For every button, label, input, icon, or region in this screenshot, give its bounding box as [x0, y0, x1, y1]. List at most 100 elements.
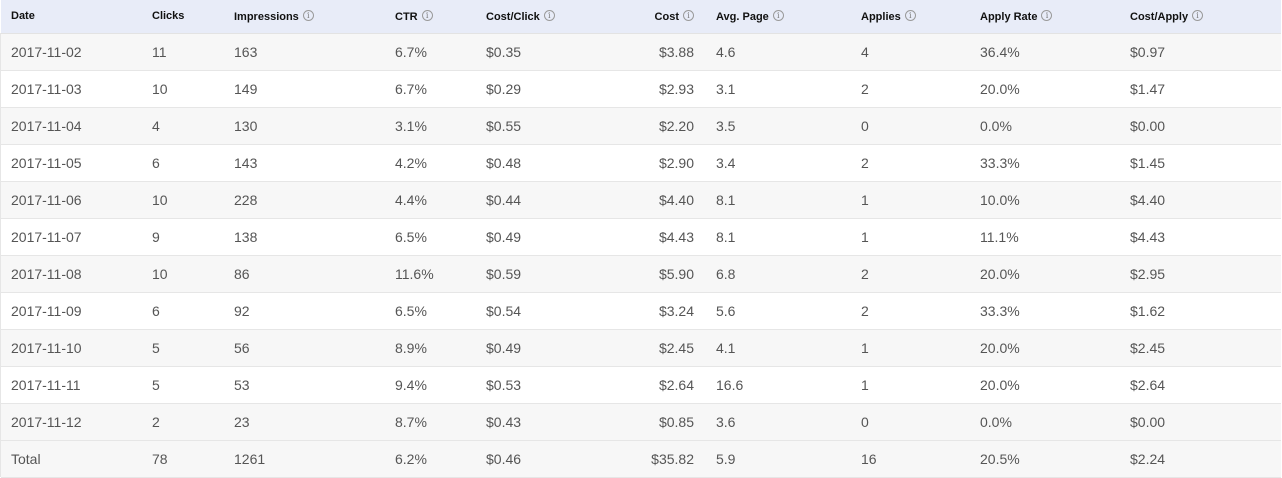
column-header-cost-per-apply[interactable]: Cost/Apply i — [1120, 0, 1281, 34]
column-header-label: Clicks — [152, 10, 185, 23]
table-row: 2017-11-07 9 138 6.5% $0.49 $4.43 8.1 1 11.1% $4.… — [1, 218, 1281, 256]
info-icon[interactable]: i — [1041, 9, 1053, 21]
cell-cost: $2.64 — [592, 366, 706, 404]
cell-applies: 0 — [851, 403, 970, 441]
cell-clicks: 6 — [142, 144, 224, 182]
table-row: 2017-11-12 2 23 8.7% $0.43 $0.85 3.6 0 0.0% $0.00 — [1, 403, 1281, 441]
info-icon[interactable]: i — [421, 9, 433, 21]
cell-date: 2017-11-08 — [1, 255, 142, 293]
cell-cost-per-apply: $2.24 — [1120, 440, 1281, 478]
column-header-label: CTR — [395, 10, 418, 23]
cell-ctr: 6.7% — [385, 70, 476, 108]
cell-cost: $5.90 — [592, 255, 706, 293]
column-header-label: Date — [11, 10, 35, 23]
column-header-label: Impressions — [234, 10, 299, 23]
column-header-clicks[interactable]: Clicks — [142, 0, 224, 34]
total-row: Total 78 1261 6.2% $0.46 $35.82 5.9 16 20.5% $2.2… — [1, 440, 1281, 478]
cell-apply-rate: 20.0% — [970, 70, 1120, 108]
cell-date: 2017-11-02 — [1, 33, 142, 71]
cell-apply-rate: 10.0% — [970, 181, 1120, 219]
cell-date: 2017-11-07 — [1, 218, 142, 256]
cell-avg-page: 4.1 — [706, 329, 851, 367]
cell-applies: 4 — [851, 33, 970, 71]
cell-applies: 1 — [851, 366, 970, 404]
info-icon[interactable]: i — [772, 9, 784, 21]
cell-avg-page: 3.5 — [706, 107, 851, 145]
cell-clicks: 5 — [142, 329, 224, 367]
cell-clicks: 10 — [142, 181, 224, 219]
info-icon[interactable]: i — [543, 9, 555, 21]
cell-cost: $35.82 — [592, 440, 706, 478]
column-header-avg-page[interactable]: Avg. Page i — [706, 0, 851, 34]
cell-impressions: 228 — [224, 181, 385, 219]
cell-ctr: 6.2% — [385, 440, 476, 478]
cell-cost-per-apply: $4.40 — [1120, 181, 1281, 219]
cell-avg-page: 5.6 — [706, 292, 851, 330]
column-header-label: Apply Rate — [980, 10, 1038, 23]
cell-clicks: 10 — [142, 70, 224, 108]
cell-cost: $2.45 — [592, 329, 706, 367]
info-icon[interactable]: i — [683, 9, 694, 21]
cell-impressions: 149 — [224, 70, 385, 108]
info-icon[interactable]: i — [302, 9, 314, 21]
column-header-impressions[interactable]: Impressions i — [224, 0, 385, 34]
cell-impressions: 130 — [224, 107, 385, 145]
column-header-label: Cost/Click — [486, 10, 540, 23]
cell-ctr: 8.9% — [385, 329, 476, 367]
cell-cost-per-click: $0.54 — [476, 292, 592, 330]
cell-ctr: 11.6% — [385, 255, 476, 293]
cell-ctr: 9.4% — [385, 366, 476, 404]
table-row: 2017-11-10 5 56 8.9% $0.49 $2.45 4.1 1 20.0% $2.4… — [1, 329, 1281, 367]
cell-date: Total — [1, 440, 142, 478]
cell-impressions: 23 — [224, 403, 385, 441]
cell-ctr: 4.4% — [385, 181, 476, 219]
cell-date: 2017-11-10 — [1, 329, 142, 367]
cell-cost-per-apply: $0.00 — [1120, 403, 1281, 441]
cell-impressions: 138 — [224, 218, 385, 256]
cell-avg-page: 5.9 — [706, 440, 851, 478]
cell-date: 2017-11-09 — [1, 292, 142, 330]
table-row: 2017-11-08 10 86 11.6% $0.59 $5.90 6.8 2 20.0% $2… — [1, 255, 1281, 293]
cell-apply-rate: 0.0% — [970, 403, 1120, 441]
info-icon[interactable]: i — [904, 9, 916, 21]
cell-apply-rate: 20.0% — [970, 366, 1120, 404]
column-header-ctr[interactable]: CTR i — [385, 0, 476, 34]
info-icon[interactable]: i — [1192, 9, 1204, 21]
column-header-applies[interactable]: Applies i — [851, 0, 970, 34]
cell-apply-rate: 20.0% — [970, 255, 1120, 293]
cell-cost-per-click: $0.43 — [476, 403, 592, 441]
table-row: 2017-11-04 4 130 3.1% $0.55 $2.20 3.5 0 0.0% $0.0… — [1, 107, 1281, 145]
cell-cost: $2.93 — [592, 70, 706, 108]
column-header-label: Cost/Apply — [1130, 10, 1189, 23]
table-row: 2017-11-05 6 143 4.2% $0.48 $2.90 3.4 2 33.3% $1.… — [1, 144, 1281, 182]
column-header-cost[interactable]: Cost i — [592, 0, 706, 34]
cell-apply-rate: 36.4% — [970, 33, 1120, 71]
cell-applies: 1 — [851, 329, 970, 367]
table-body: 2017-11-02 11 163 6.7% $0.35 $3.88 4.6 4 36.4% $0… — [1, 33, 1281, 478]
cell-apply-rate: 33.3% — [970, 144, 1120, 182]
cell-cost-per-apply: $4.43 — [1120, 218, 1281, 256]
column-header-apply-rate[interactable]: Apply Rate i — [970, 0, 1120, 34]
cell-applies: 2 — [851, 70, 970, 108]
column-header-label: Applies — [861, 10, 901, 23]
cell-cost-per-apply: $2.64 — [1120, 366, 1281, 404]
cell-cost: $4.43 — [592, 218, 706, 256]
cell-apply-rate: 0.0% — [970, 107, 1120, 145]
cell-clicks: 5 — [142, 366, 224, 404]
cell-impressions: 92 — [224, 292, 385, 330]
cell-date: 2017-11-03 — [1, 70, 142, 108]
cell-cost-per-apply: $1.47 — [1120, 70, 1281, 108]
cell-clicks: 4 — [142, 107, 224, 145]
cell-impressions: 53 — [224, 366, 385, 404]
cell-cost-per-apply: $0.97 — [1120, 33, 1281, 71]
column-header-cost-per-click[interactable]: Cost/Click i — [476, 0, 592, 34]
cell-applies: 2 — [851, 292, 970, 330]
cell-date: 2017-11-12 — [1, 403, 142, 441]
cell-applies: 16 — [851, 440, 970, 478]
column-header-date[interactable]: Date — [1, 0, 142, 34]
cell-apply-rate: 11.1% — [970, 218, 1120, 256]
table-left-border — [0, 33, 1, 477]
cell-cost-per-click: $0.49 — [476, 329, 592, 367]
cell-ctr: 3.1% — [385, 107, 476, 145]
